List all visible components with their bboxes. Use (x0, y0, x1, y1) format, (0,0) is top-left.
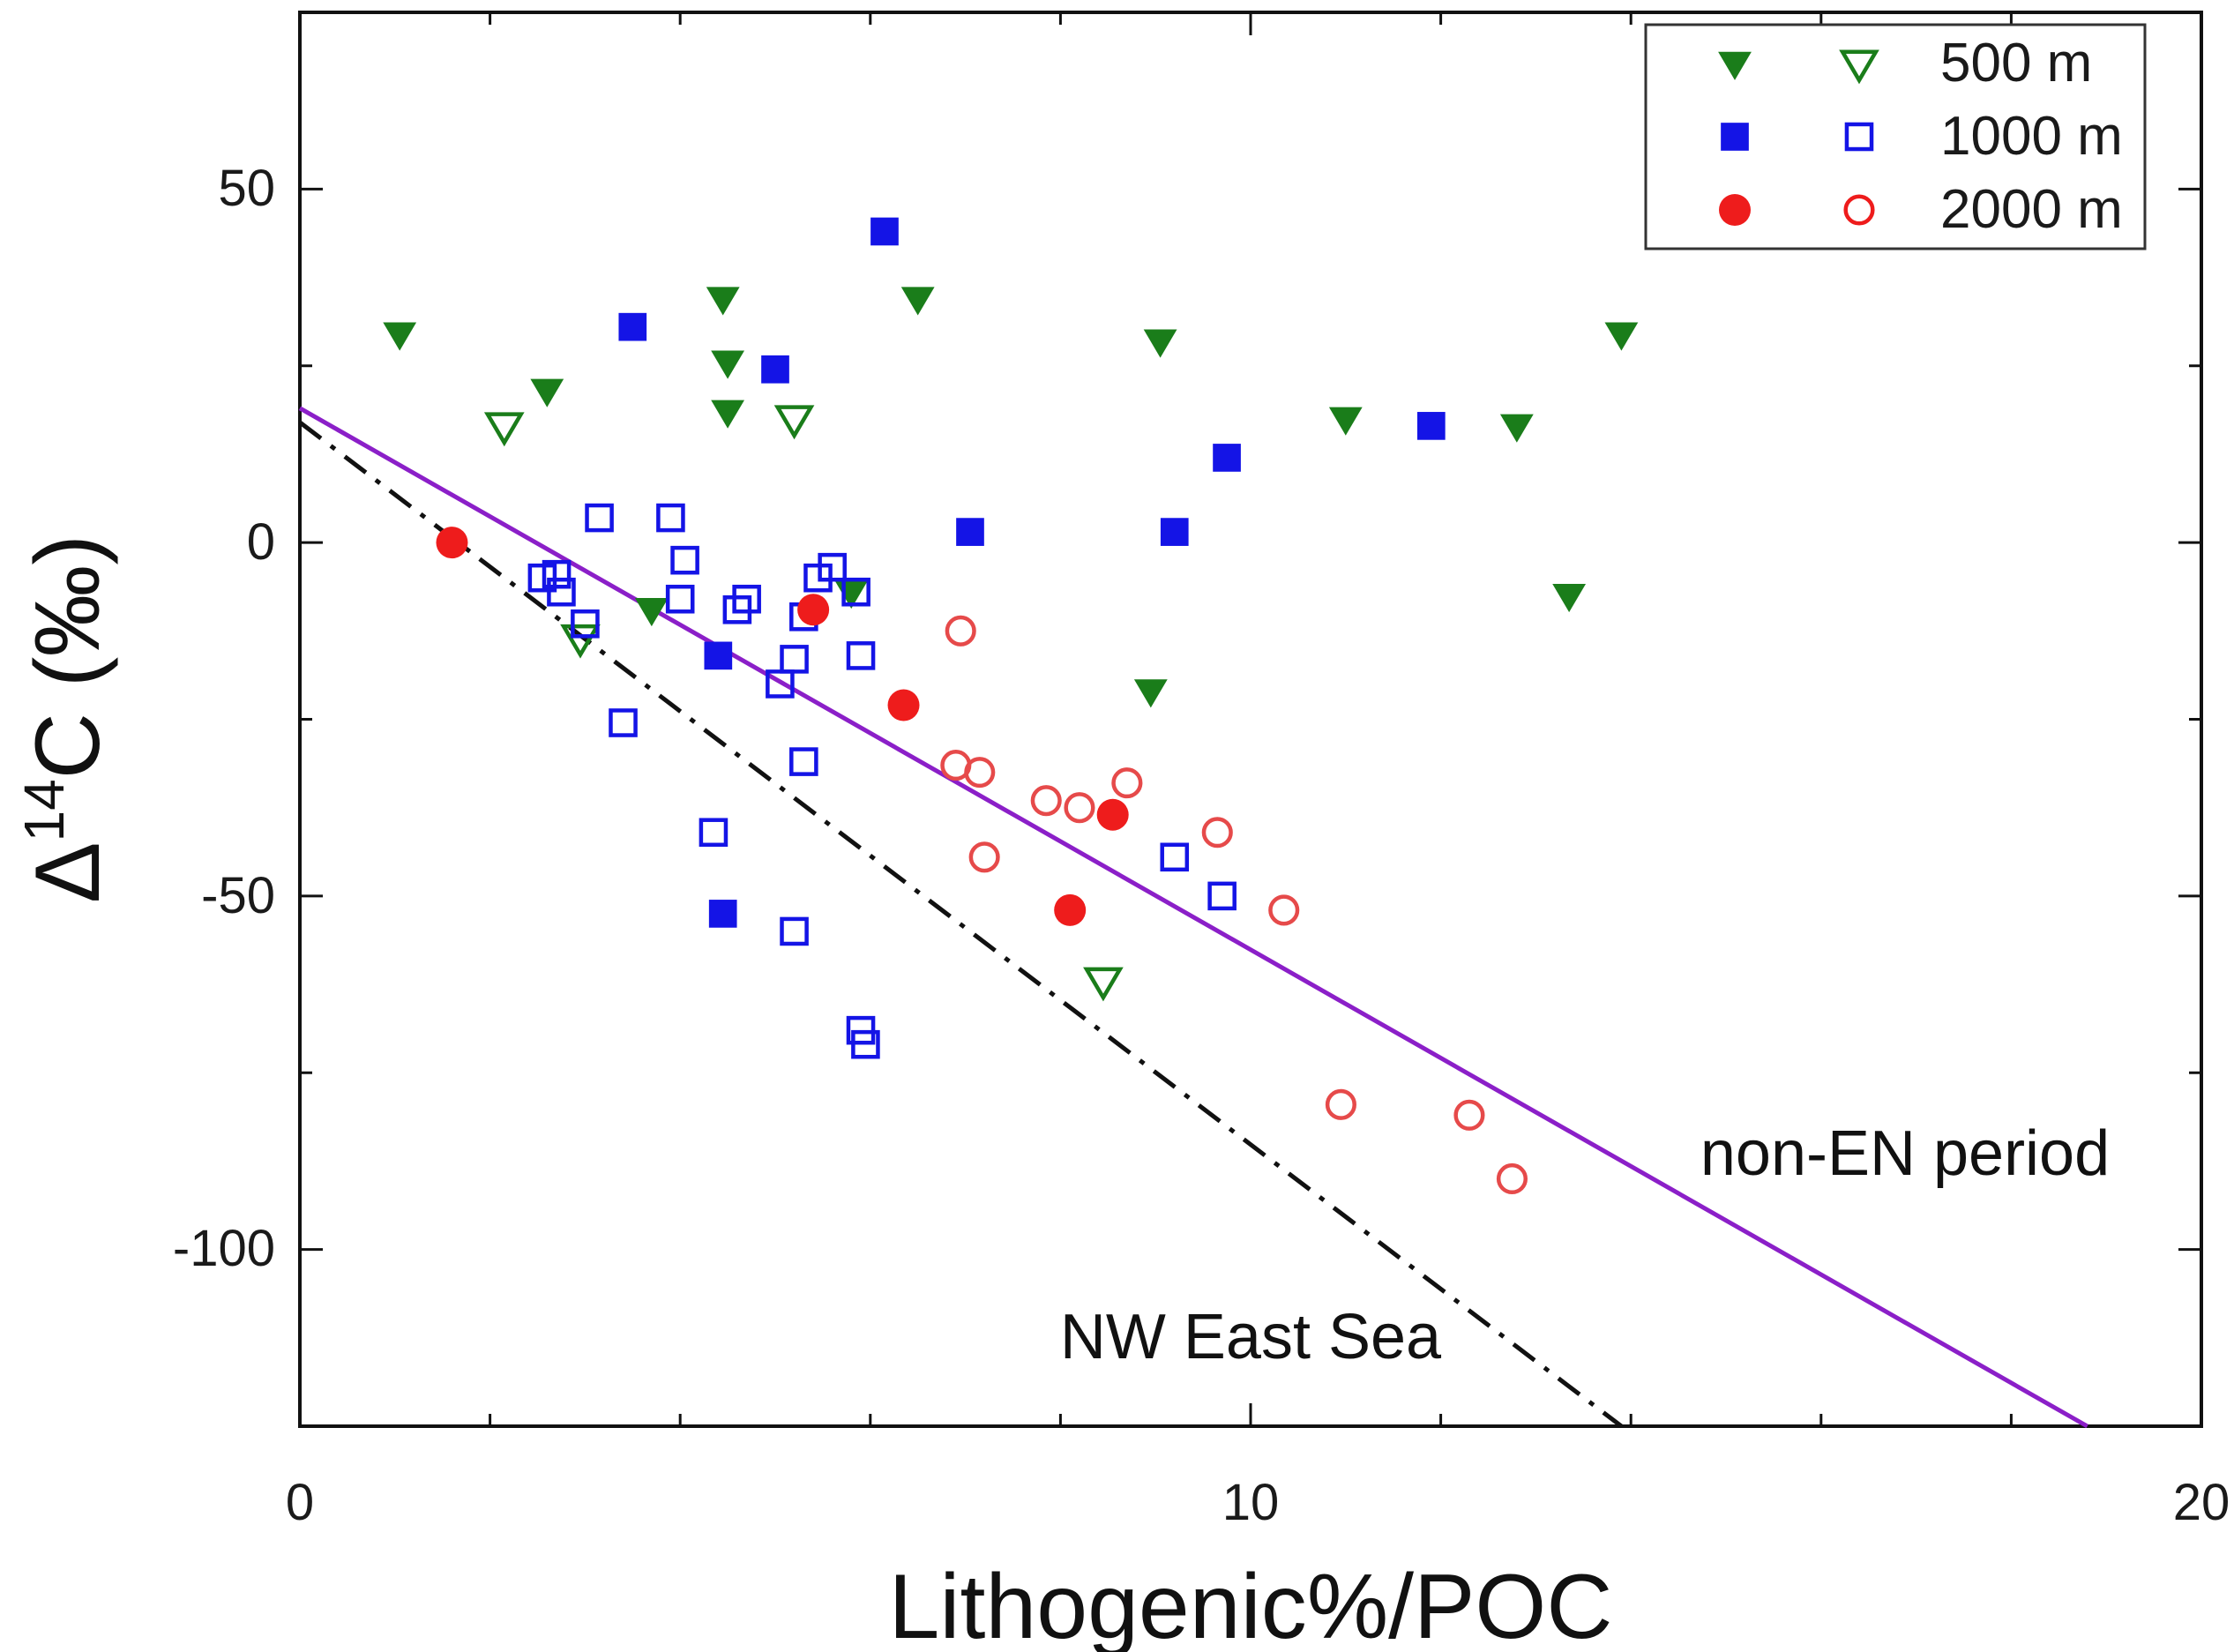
point-open-circle-2000m (1111, 767, 1143, 799)
point-square-1000m (1416, 412, 1446, 440)
point-open-square-1000m (542, 559, 572, 589)
point-open-square-1000m (732, 584, 761, 614)
point-open-circle-2000m (1030, 785, 1062, 817)
legend-marker-open-circle (1843, 194, 1875, 226)
point-square-1000m (1160, 518, 1189, 546)
point-circle-2000m (436, 527, 468, 559)
line-nw-east-sea (298, 420, 1623, 1428)
point-open-square-1000m (656, 503, 685, 533)
data-points-layer (383, 217, 1639, 1195)
x-axis-title: Lithogenic%/POC (889, 1556, 1613, 1652)
point-open-circle-2000m (1325, 1088, 1356, 1120)
point-open-circle-2000m (968, 841, 1000, 873)
point-open-square-1000m (670, 545, 699, 575)
legend: 500 m 1000 m 2000 m (1644, 23, 2147, 250)
point-open-circle-2000m (945, 615, 976, 647)
x-tick-label-0: 0 (286, 1474, 314, 1531)
point-open-square-1000m (1160, 842, 1190, 872)
y-axis-title-superscript: 14 (12, 779, 76, 841)
point-circle-2000m (887, 689, 920, 721)
point-triangle-down-500m (1143, 329, 1177, 358)
y-tick-label-0: 0 (247, 513, 275, 571)
point-open-square-1000m (818, 552, 847, 582)
legend-marker-filled-circle (1719, 194, 1751, 226)
annotation-non-en-period: non-EN period (1700, 1118, 2110, 1189)
point-triangle-down-500m (1328, 407, 1363, 436)
point-triangle-down-500m (706, 287, 740, 316)
x-tick-label-10: 10 (1222, 1474, 1280, 1531)
point-square-1000m (708, 900, 737, 928)
legend-label-2000m: 2000 m (1940, 179, 2123, 240)
point-open-circle-2000m (1268, 894, 1300, 926)
y-tick-label-minus100: -100 (173, 1220, 275, 1277)
point-square-1000m (870, 217, 899, 246)
line-non-en-period (298, 406, 2088, 1429)
x-tick-label-20: 20 (2173, 1474, 2230, 1531)
point-open-triangle-down-500m (773, 405, 815, 440)
point-open-square-1000m (571, 609, 600, 639)
point-open-square-1000m (780, 645, 809, 674)
point-triangle-down-500m (383, 322, 417, 351)
point-open-square-1000m (609, 708, 638, 737)
point-open-circle-2000m (1496, 1162, 1528, 1195)
point-open-square-1000m (1207, 881, 1237, 911)
point-square-1000m (704, 641, 733, 670)
point-circle-2000m (797, 594, 830, 626)
point-square-1000m (618, 312, 647, 341)
legend-marker-filled-square (1721, 123, 1749, 151)
point-square-1000m (761, 355, 789, 384)
point-open-square-1000m (851, 1029, 880, 1059)
point-triangle-down-500m (634, 598, 669, 627)
point-open-triangle-down-500m (560, 624, 601, 659)
point-triangle-down-500m (530, 378, 564, 407)
point-open-square-1000m (699, 818, 728, 848)
point-triangle-down-500m (1499, 414, 1534, 443)
y-tick-label-50: 50 (218, 160, 275, 217)
point-circle-2000m (1096, 798, 1129, 831)
point-open-square-1000m (585, 503, 614, 533)
legend-markers (1718, 49, 1879, 226)
point-open-square-1000m (665, 584, 695, 614)
point-triangle-down-500m (1133, 679, 1168, 708)
point-square-1000m (956, 518, 984, 546)
point-open-square-1000m (547, 577, 576, 607)
point-open-circle-2000m (964, 757, 996, 789)
point-triangle-down-500m (900, 287, 935, 316)
y-axis-title-rest: C (‰) (17, 534, 119, 779)
point-triangle-down-500m (1552, 584, 1587, 613)
legend-label-1000m: 1000 m (1940, 106, 2123, 167)
y-axis-title: Δ14C (‰) (12, 534, 119, 903)
point-open-square-1000m (789, 747, 818, 776)
legend-label-500m: 500 m (1940, 33, 2092, 93)
legend-marker-open-square (1844, 122, 1874, 152)
point-open-triangle-down-500m (483, 412, 525, 447)
point-circle-2000m (1054, 893, 1087, 926)
point-open-circle-2000m (1064, 792, 1095, 824)
y-axis-title-delta: Δ (17, 841, 119, 902)
point-open-square-1000m (766, 669, 795, 699)
point-square-1000m (1213, 444, 1241, 472)
point-triangle-down-500m (1604, 322, 1639, 351)
point-open-square-1000m (780, 916, 809, 946)
point-triangle-down-500m (711, 400, 744, 429)
annotation-nw-east-sea: NW East Sea (1060, 1302, 1442, 1372)
point-open-square-1000m (841, 577, 870, 607)
point-open-triangle-down-500m (1083, 967, 1124, 1002)
point-triangle-down-500m (711, 350, 744, 379)
ticks-layer (298, 11, 2203, 1428)
fit-lines-layer (298, 406, 2088, 1429)
y-tick-label-minus50: -50 (201, 867, 275, 924)
point-open-square-1000m (846, 641, 876, 670)
point-open-circle-2000m (1201, 817, 1233, 848)
point-open-circle-2000m (1453, 1099, 1485, 1131)
legend-marker-open-triangle-down (1839, 49, 1879, 85)
legend-marker-filled-triangle-down (1718, 51, 1752, 80)
